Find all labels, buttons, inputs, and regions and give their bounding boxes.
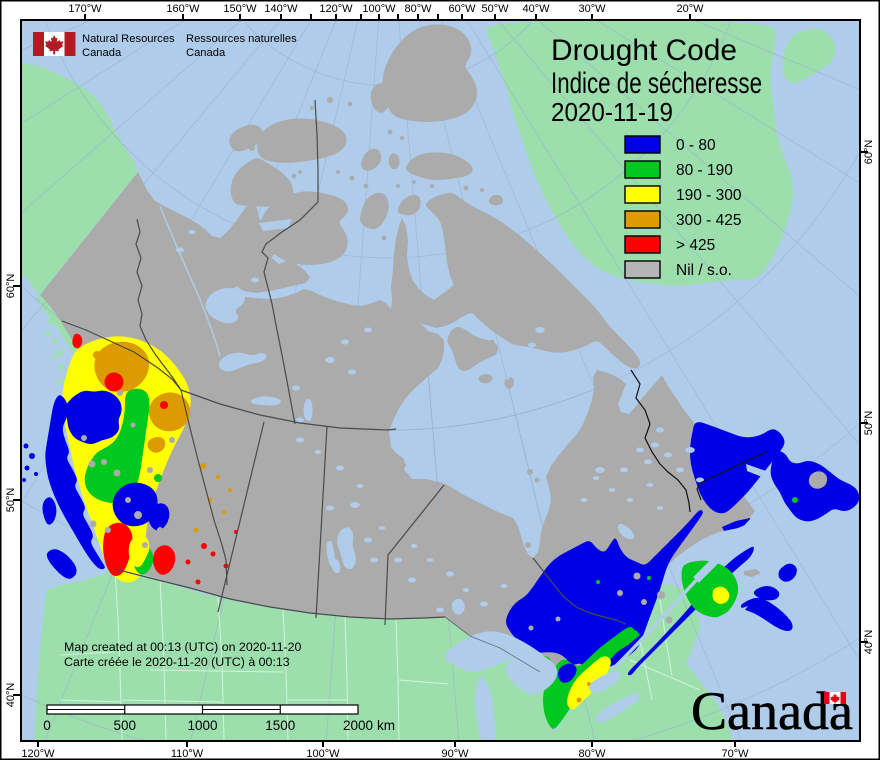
- svg-text:Canada: Canada: [691, 681, 853, 741]
- svg-text:Map created at 00:13 (UTC) on: Map created at 00:13 (UTC) on 2020-11-20: [64, 640, 301, 654]
- svg-text:80°W: 80°W: [578, 748, 606, 760]
- svg-text:80 - 190: 80 - 190: [676, 162, 733, 179]
- svg-text:120°W: 120°W: [319, 3, 353, 15]
- svg-text:0 - 80: 0 - 80: [676, 137, 716, 154]
- svg-text:60°N: 60°N: [863, 140, 875, 165]
- svg-text:2020-11-19: 2020-11-19: [551, 97, 673, 127]
- svg-text:Carte créée le 2020-11-20 (UTC: Carte créée le 2020-11-20 (UTC) à 00:13: [64, 655, 290, 669]
- svg-text:Natural Resources: Natural Resources: [82, 33, 175, 45]
- svg-text:110°W: 110°W: [171, 748, 204, 760]
- svg-text:50°W: 50°W: [481, 3, 509, 15]
- svg-text:140°W: 140°W: [264, 3, 298, 15]
- svg-text:160°W: 160°W: [166, 3, 200, 15]
- svg-text:1500: 1500: [265, 718, 295, 733]
- svg-text:80°W: 80°W: [404, 3, 432, 15]
- svg-text:40°N: 40°N: [863, 630, 875, 655]
- svg-text:120°W: 120°W: [21, 748, 55, 760]
- svg-text:300 - 425: 300 - 425: [676, 212, 742, 229]
- svg-text:Canada: Canada: [186, 47, 226, 59]
- svg-text:Drought Code: Drought Code: [551, 34, 737, 67]
- svg-text:Ressources naturelles: Ressources naturelles: [186, 33, 297, 45]
- svg-text:50°N: 50°N: [863, 411, 875, 436]
- svg-text:30°W: 30°W: [578, 3, 606, 15]
- svg-text:1000: 1000: [187, 718, 217, 733]
- svg-text:km: km: [377, 718, 395, 733]
- svg-text:500: 500: [113, 718, 136, 733]
- svg-text:0: 0: [43, 718, 51, 733]
- svg-text:60°N: 60°N: [5, 274, 17, 299]
- svg-text:100°W: 100°W: [362, 3, 396, 15]
- svg-text:170°W: 170°W: [68, 3, 102, 15]
- svg-text:90°W: 90°W: [441, 748, 469, 760]
- svg-text:150°W: 150°W: [223, 3, 257, 15]
- svg-text:Indice de sécheresse: Indice de sécheresse: [551, 67, 762, 100]
- svg-text:100°W: 100°W: [306, 748, 340, 760]
- svg-text:2000: 2000: [343, 718, 373, 733]
- svg-text:70°W: 70°W: [721, 748, 749, 760]
- svg-text:Nil / s.o.: Nil / s.o.: [676, 262, 732, 279]
- svg-text:20°W: 20°W: [676, 3, 704, 15]
- svg-text:190 - 300: 190 - 300: [676, 187, 742, 204]
- svg-text:50°N: 50°N: [5, 488, 17, 513]
- svg-text:> 425: > 425: [676, 237, 715, 254]
- svg-text:40°N: 40°N: [5, 683, 17, 708]
- svg-text:60°W: 60°W: [448, 3, 476, 15]
- svg-text:Canada: Canada: [82, 47, 122, 59]
- svg-text:40°W: 40°W: [522, 3, 550, 15]
